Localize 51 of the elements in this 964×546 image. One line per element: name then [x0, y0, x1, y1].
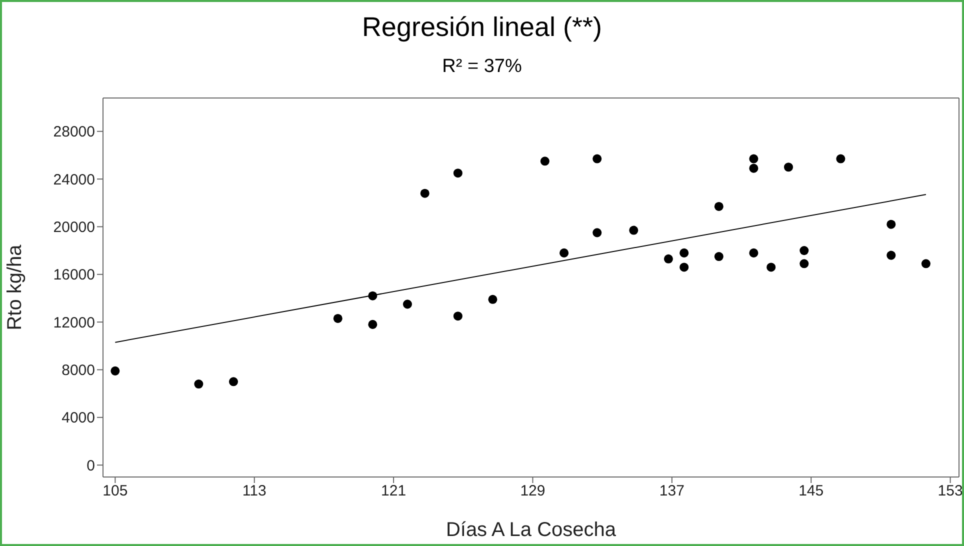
point: [592, 228, 602, 238]
point: [886, 220, 896, 229]
point: [402, 300, 412, 309]
y-tick-label: 8000: [62, 362, 95, 380]
chart-title: Regresión lineal (**): [360, 12, 604, 43]
x-axis-title: Días A La Cosecha: [446, 519, 617, 541]
point: [836, 154, 846, 164]
point: [714, 202, 724, 211]
y-tick-label: 24000: [53, 171, 95, 188]
point: [784, 162, 794, 172]
y-tick-label: 16000: [53, 266, 95, 284]
x-tick-label: 145: [798, 482, 824, 500]
point: [800, 259, 809, 268]
point: [592, 154, 602, 164]
point: [368, 291, 378, 300]
y-tick-label: 4000: [62, 410, 95, 427]
point: [194, 380, 204, 389]
point: [886, 250, 896, 260]
point: [110, 366, 120, 376]
point: [921, 259, 930, 268]
point: [453, 312, 462, 321]
x-tick-label: 113: [242, 482, 266, 500]
x-tick-label: 121: [381, 482, 406, 500]
point: [420, 188, 430, 198]
point: [714, 252, 724, 262]
y-tick-label: 20000: [53, 219, 95, 236]
chart-subtitle: R² = 37%: [441, 56, 523, 78]
y-tick-label: 12000: [53, 314, 95, 332]
point: [800, 246, 809, 256]
x-tick-label: 153: [938, 482, 963, 500]
point: [749, 164, 758, 173]
x-tick-label: 129: [520, 482, 546, 500]
point: [228, 377, 238, 386]
point: [766, 262, 776, 272]
y-tick-label: 28000: [53, 124, 95, 141]
x-tick-label: 137: [659, 482, 684, 500]
point: [560, 248, 569, 258]
point: [629, 226, 638, 235]
point: [333, 314, 342, 323]
x-tick-label: 105: [102, 482, 128, 500]
point: [453, 168, 462, 178]
y-axis-title: Rto kg/ha: [4, 244, 26, 330]
point: [488, 294, 498, 304]
point: [680, 248, 689, 258]
point: [368, 320, 378, 329]
point: [664, 254, 673, 264]
point: [680, 262, 689, 272]
point: [749, 248, 758, 258]
y-tick-label: 0: [86, 457, 95, 474]
point: [749, 154, 758, 164]
point: [540, 156, 550, 166]
